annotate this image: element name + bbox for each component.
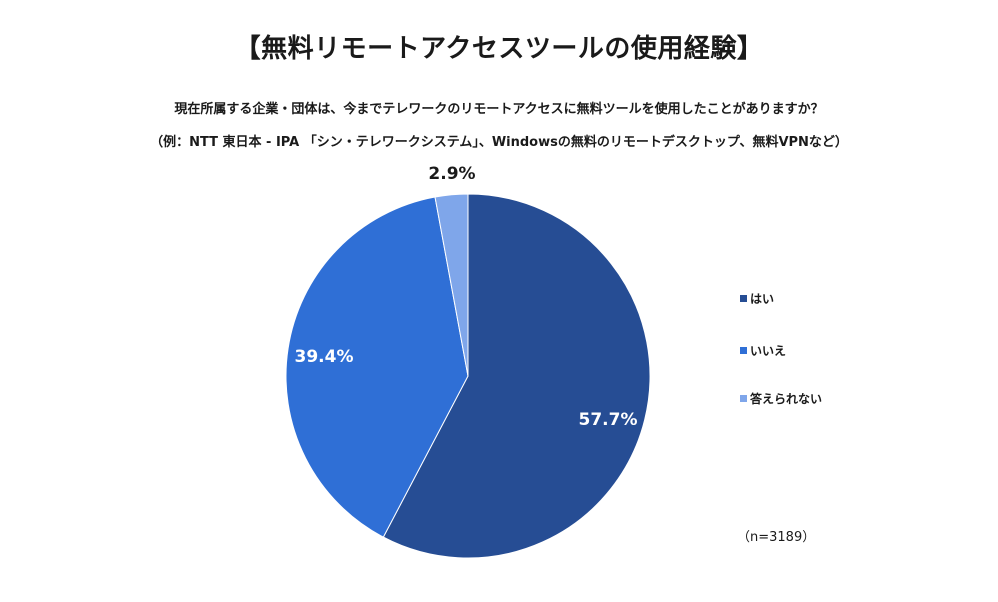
chart-title: 【無料リモートアクセスツールの使用経験】	[234, 34, 764, 64]
data-label-1: 57.7%	[579, 410, 638, 430]
pie-labels: 57.7% 39.4% 2.9%	[295, 164, 638, 430]
chart-subtitle-question: 現在所属する企業・団体は、今までテレワークのリモートアクセスに無料ツールを使用し…	[174, 102, 824, 117]
legend-item-3: 答えられない	[740, 390, 822, 407]
pie-slice-3	[434, 193, 469, 377]
data-label-3: 2.9%	[428, 164, 475, 184]
legend-item-1: はい	[740, 290, 774, 307]
pie-slice-1	[382, 193, 651, 559]
sample-size-note: （n=3189）	[737, 530, 816, 545]
legend-swatch	[740, 347, 747, 354]
chart-subtitle-examples: （例：NTT 東日本 - IPA 「シン・テレワークシステム」、Windowsの…	[150, 135, 848, 150]
pie-slices	[285, 193, 651, 559]
legend-label: 答えられない	[750, 392, 823, 406]
legend-swatch	[740, 295, 747, 302]
legend-label: いいえ	[750, 344, 787, 358]
legend-label: はい	[750, 292, 775, 306]
legend-swatch	[740, 395, 747, 402]
data-label-2: 39.4%	[295, 347, 354, 367]
pie-slice-2	[285, 196, 469, 538]
legend-item-2: いいえ	[740, 342, 786, 359]
